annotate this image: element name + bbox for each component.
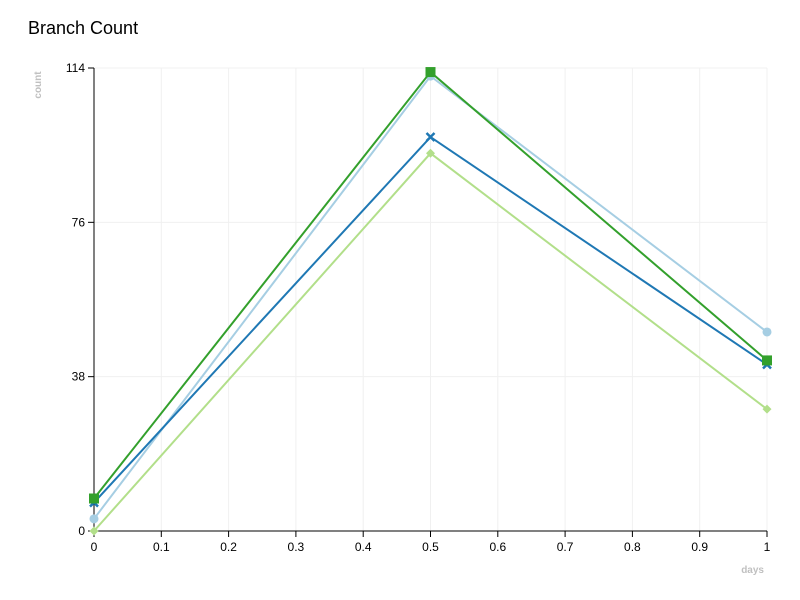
data-point-diamond — [762, 404, 772, 414]
x-tick-label: 0 — [91, 540, 98, 554]
chart-title: Branch Count — [28, 18, 139, 38]
data-point-cross — [425, 132, 436, 142]
series-4 — [89, 67, 772, 504]
y-tick-label: 38 — [72, 370, 86, 384]
y-axis-title: count — [33, 71, 44, 99]
x-tick-label: 0.3 — [288, 540, 305, 554]
data-point-diamond — [89, 526, 99, 536]
x-tick-label: 0.2 — [220, 540, 237, 554]
x-tick-label: 0.1 — [153, 540, 170, 554]
y-tick-label: 0 — [78, 524, 85, 538]
data-point-circle — [762, 327, 772, 337]
y-tick-label: 114 — [66, 61, 85, 75]
x-axis-title: days — [741, 565, 764, 576]
x-tick-label: 1 — [764, 540, 771, 554]
axes: 0 0.1 0.2 0.3 0.4 0.5 0.6 0.7 0.8 0.9 1 0 38 76 114 — [66, 61, 771, 554]
x-tick-label: 0.4 — [355, 540, 372, 554]
x-tick-label: 0.8 — [624, 540, 641, 554]
data-point-square — [425, 67, 436, 78]
x-tick-label: 0.6 — [489, 540, 506, 554]
y-tick-label: 76 — [72, 215, 86, 229]
data-point-diamond — [426, 148, 435, 158]
x-tick-label: 0.7 — [557, 540, 574, 554]
series-3 — [89, 148, 772, 536]
data-point-circle — [89, 514, 99, 524]
x-tick-label: 0.5 — [422, 540, 439, 554]
data-point-square — [89, 493, 99, 504]
data-point-square — [762, 355, 772, 366]
series-group — [89, 67, 772, 536]
x-tick-label: 0.9 — [691, 540, 708, 554]
